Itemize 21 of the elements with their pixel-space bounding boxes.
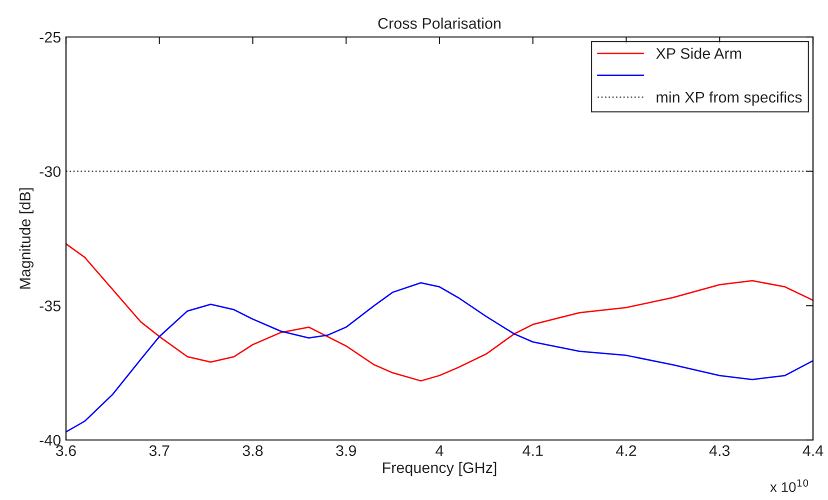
x-tick-label: 4.3: [709, 445, 730, 456]
x-tick-label: 3.8: [242, 445, 263, 456]
x-tick-label: 4: [436, 445, 444, 456]
x-tick-label: 3.9: [336, 445, 356, 456]
chart-title: Cross Polarisation: [378, 18, 500, 29]
legend-label: XP Side Arm: [656, 48, 742, 59]
legend-label: min XP from specifics: [656, 91, 802, 106]
y-tick-label: -25: [40, 32, 60, 43]
text: x 10$^{10}$: [770, 479, 808, 492]
y-tick-label: -35: [40, 300, 60, 312]
x-tick-label: 3.6: [56, 445, 76, 456]
y-axis-title: Magnitude [dB]: [19, 188, 34, 289]
line-series: [66, 243, 813, 382]
x-axis-title: Frequency [GHz]: [383, 462, 496, 476]
x-tick-label: 3.7: [149, 445, 170, 456]
x-tick-label: 4.4: [802, 445, 824, 456]
x-tick-label: 4.1: [522, 445, 543, 456]
line-series: [66, 282, 813, 433]
y-tick-label: -30: [40, 166, 61, 178]
x-tick-label: 4.2: [616, 445, 636, 456]
y-tick-label: -40: [40, 434, 61, 446]
